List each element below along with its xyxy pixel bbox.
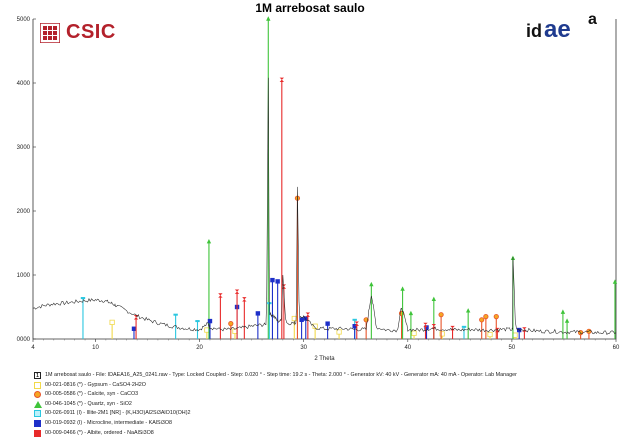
x-tick-label: 40: [404, 345, 411, 351]
phase-peak-marker: [369, 281, 374, 287]
x-axis-label: 2 Theta: [314, 356, 335, 362]
phase-peak-marker: [336, 329, 342, 335]
phase-peak-marker: [439, 331, 445, 337]
y-tick-label: 3000: [17, 145, 31, 151]
csic-logo: CSIC: [38, 20, 128, 46]
phase-peak-marker: [80, 297, 86, 300]
x-tick-label: 10: [92, 345, 99, 351]
phase-peak-marker: [131, 326, 137, 331]
x-tick-label: 4: [31, 345, 35, 351]
legend: 1 1M arrebosat saulo - File: IDAEA16_A25…: [34, 371, 614, 438]
phase-peak-marker: [266, 16, 271, 21]
legend-row-quartz: 00-046-1045 (*) - Quartz, syn - SiO2: [34, 400, 614, 410]
legend-gypsum-text: 00-021-0816 (*) - Gypsum - CaSO4·2H2O: [45, 381, 146, 388]
legend-row-albite: 00-009-0466 (*) - Albite, ordered - NaAl…: [34, 429, 614, 439]
legend-illite-text: 00-026-0911 (I) - Illite-2M1 [NR] - (K,H…: [45, 410, 191, 417]
x-tick-label: 30: [300, 345, 307, 351]
phase-peak-marker: [228, 321, 234, 327]
phase-peak-marker: [275, 279, 280, 284]
y-tick-label: 4000: [17, 81, 31, 87]
idaea-logo-id: id: [526, 21, 542, 41]
y-tick-label: 1000: [17, 273, 31, 279]
phase-peak-marker: [207, 318, 213, 324]
microcline-square-icon: [34, 419, 41, 427]
gypsum-square-icon: [34, 381, 41, 389]
legend-calcite-text: 00-005-0586 (*) - Calcite, syn - CaCO3: [45, 391, 139, 398]
phase-peak-marker: [487, 331, 493, 338]
phase-peak-marker: [431, 296, 437, 302]
phase-peak-marker: [560, 309, 566, 314]
y-tick-label: 5000: [17, 17, 31, 23]
phase-peak-marker: [325, 321, 330, 326]
y-tick-label: 2000: [17, 209, 31, 215]
phase-peak-marker: [299, 317, 304, 322]
phase-peak-marker: [483, 313, 489, 320]
legend-microcline-text: 00-019-0932 (I) - Microcline, intermedia…: [45, 419, 173, 426]
phase-peak-marker: [109, 319, 115, 325]
legend-row-scan: 1 1M arrebosat saulo - File: IDAEA16_A25…: [34, 371, 614, 381]
phase-peak-marker: [493, 313, 499, 320]
illite-bar-icon: [34, 410, 41, 418]
csic-emblem-icon: [40, 23, 60, 43]
phase-peak-marker: [303, 316, 308, 321]
scan-line: [32, 77, 617, 335]
phase-peak-marker: [352, 318, 357, 321]
phase-peak-marker: [352, 324, 357, 329]
phase-peak-marker: [564, 318, 570, 323]
phase-peak-marker: [242, 297, 247, 302]
quartz-triangle-icon: [34, 400, 42, 408]
phase-peak-marker: [270, 277, 275, 283]
legend-row-illite: 00-026-0911 (I) - Illite-2M1 [NR] - (K,H…: [34, 409, 614, 419]
phase-peak-marker: [133, 315, 139, 320]
x-tick-label: 50: [509, 345, 516, 351]
y-tick-label: 0000: [17, 337, 31, 343]
phase-peak-marker: [312, 323, 318, 329]
phase-peak-marker: [612, 279, 618, 284]
legend-quartz-text: 00-046-1045 (*) - Quartz, syn - SiO2: [45, 400, 132, 407]
phase-peak-marker: [461, 325, 467, 328]
x-tick-label: 60: [613, 345, 620, 351]
x-tick-label: 20: [196, 345, 203, 351]
phase-peak-marker: [173, 313, 178, 316]
phase-peak-marker: [255, 311, 261, 316]
phase-peak-marker: [438, 312, 444, 318]
phase-peak-marker: [279, 77, 285, 82]
csic-logo-text: CSIC: [66, 21, 116, 43]
scan-legend-icon: 1: [34, 372, 41, 379]
idaea-logo: id ae a: [526, 11, 610, 44]
idaea-logo-ae: ae: [544, 16, 571, 43]
phase-peak-marker: [206, 239, 212, 244]
phase-peak-marker: [234, 289, 240, 294]
legend-row-calcite: 00-005-0586 (*) - Calcite, syn - CaCO3: [34, 390, 614, 400]
phase-peak-marker: [281, 284, 287, 289]
calcite-circle-icon: [34, 391, 41, 399]
legend-row-microcline: 00-019-0932 (I) - Microcline, intermedia…: [34, 419, 614, 429]
phase-peak-marker: [431, 324, 437, 329]
phase-peak-marker: [400, 286, 405, 291]
phase-peak-marker: [465, 308, 471, 313]
phase-peak-marker: [354, 321, 359, 326]
legend-row-gypsum: 00-021-0816 (*) - Gypsum - CaSO4·2H2O: [34, 381, 614, 391]
idaea-logo-a: a: [588, 11, 597, 28]
phase-peak-marker: [423, 322, 428, 328]
phase-peak-marker: [411, 330, 417, 336]
phase-peak-marker: [195, 320, 200, 323]
phase-peak-marker: [408, 310, 414, 316]
phase-peak-marker: [218, 293, 223, 298]
albite-bowtie-icon: [34, 429, 41, 437]
phase-peak-marker: [305, 312, 311, 317]
phase-peak-marker: [479, 317, 485, 323]
legend-albite-text: 00-009-0466 (*) - Albite, ordered - NaAl…: [45, 429, 154, 436]
chart-title: 1M arrebosat saulo: [255, 1, 365, 15]
legend-scan-text: 1M arrebosat saulo - File: IDAEA16_A25_0…: [45, 372, 517, 378]
phase-peak-marker: [424, 325, 429, 330]
